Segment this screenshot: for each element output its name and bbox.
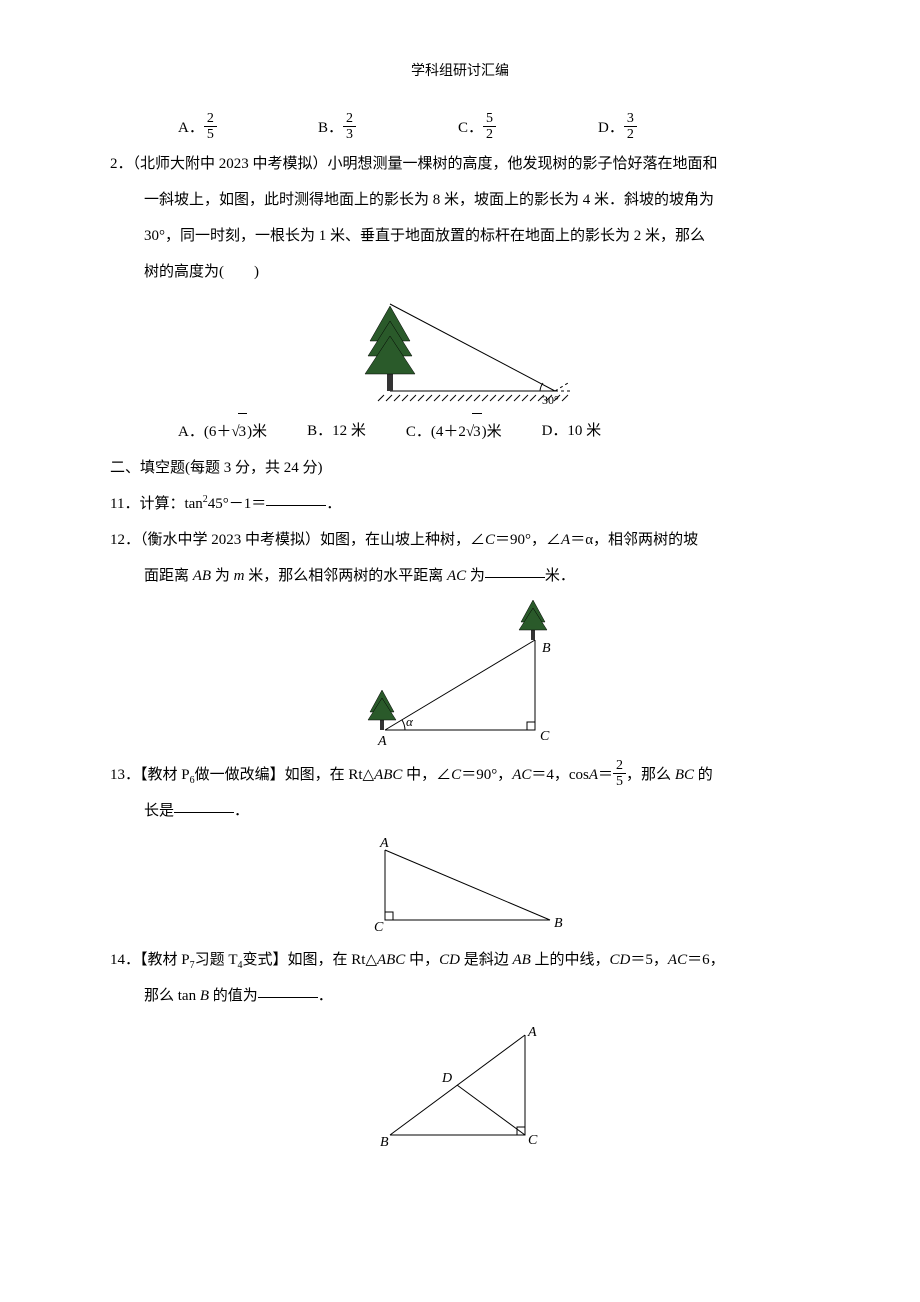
q1-options: A．25 B．23 C．52 D．32 [110, 110, 810, 146]
q14-blank [258, 983, 318, 998]
svg-text:C: C [374, 920, 384, 935]
opt-a-frac: 25 [204, 112, 217, 142]
q2-line4: 树的高度为( ) [110, 254, 810, 290]
q2-option-a: A．(6＋3)米 [178, 413, 267, 450]
opt-d-frac: 32 [624, 112, 637, 142]
angle-30: 30° [542, 393, 559, 406]
svg-text:A: A [377, 734, 387, 749]
q12-blank [485, 563, 545, 578]
q2-option-b: B．12 米 [307, 413, 366, 450]
option-b: B．23 [318, 110, 458, 146]
svg-text:D: D [441, 1071, 452, 1086]
opt-a-label: A． [178, 120, 204, 136]
tree-b-icon [519, 600, 547, 640]
sqrt-3-c: 3 [466, 413, 482, 450]
q13-figure: A C B [110, 835, 810, 940]
opt-b-label: B． [318, 120, 343, 136]
option-c: C．52 [458, 110, 598, 146]
q2-line3: 30°，同一时刻，一根长为 1 米、垂直于地面放置的标杆在地面上的影长为 2 米… [110, 218, 810, 254]
q12-line2: 面距离 AB 为 m 米，那么相邻两树的水平距离 AC 为米． [110, 558, 810, 594]
q13-line2: 长是． [110, 793, 810, 829]
q2-option-c: C．(4＋23)米 [406, 413, 502, 450]
svg-text:A: A [527, 1025, 537, 1040]
q14-figure: A B C D [110, 1020, 810, 1155]
svg-text:α: α [406, 714, 414, 729]
q12-figure: α A B C [110, 600, 810, 755]
svg-text:B: B [542, 641, 551, 656]
q14-line2: 那么 tan B 的值为． [110, 978, 810, 1014]
svg-text:B: B [380, 1135, 389, 1150]
slope-tree-diagram: α A B C [350, 600, 570, 750]
q2-line2: 一斜坡上，如图，此时测得地面上的影长为 8 米，坡面上的影长为 4 米．斜坡的坡… [110, 182, 810, 218]
tree-a-icon [368, 690, 396, 730]
option-a: A．25 [178, 110, 318, 146]
opt-c-label: C． [458, 120, 483, 136]
q12-line1: 12．（衡水中学 2023 中考模拟）如图，在山坡上种树，∠C＝90°，∠A＝α… [110, 522, 810, 558]
page-header: 学科组研讨汇编 [110, 60, 810, 80]
q2-line1: 2．（北师大附中 2023 中考模拟）小明想测量一棵树的高度，他发现树的影子恰好… [110, 146, 810, 182]
tree-icon [365, 306, 415, 391]
svg-text:A: A [379, 836, 389, 851]
right-triangle-acb: A C B [350, 835, 570, 935]
page: 学科组研讨汇编 A．25 B．23 C．52 D．32 2．（北师大附中 202… [0, 0, 920, 1302]
tree-slope-diagram: 30° [340, 296, 580, 406]
q13-blank [174, 798, 234, 813]
q2-options: A．(6＋3)米 B．12 米 C．(4＋23)米 D．10 米 [110, 413, 810, 450]
q11: 11．计算：tan245°－1＝． [110, 486, 810, 522]
opt-b-frac: 23 [343, 112, 356, 142]
q2-figure: 30° [110, 296, 810, 411]
q13-frac: 25 [613, 759, 626, 789]
opt-c-frac: 52 [483, 112, 496, 142]
triangle-median-diagram: A B C D [360, 1020, 560, 1150]
svg-text:C: C [540, 729, 550, 744]
section-2-heading: 二、填空题(每题 3 分，共 24 分) [110, 450, 810, 486]
sqrt-3-a: 3 [231, 413, 247, 450]
opt-d-label: D． [598, 120, 624, 136]
q14-line1: 14．【教材 P7习题 T4变式】如图，在 Rt△ABC 中，CD 是斜边 AB… [110, 942, 810, 978]
q13-line1: 13．【教材 P6做一做改编】如图，在 Rt△ABC 中，∠C＝90°，AC＝4… [110, 757, 810, 793]
svg-text:B: B [554, 916, 563, 931]
q2-option-d: D．10 米 [542, 413, 602, 450]
svg-text:C: C [528, 1133, 538, 1148]
option-d: D．32 [598, 110, 738, 146]
q11-blank [266, 491, 326, 506]
